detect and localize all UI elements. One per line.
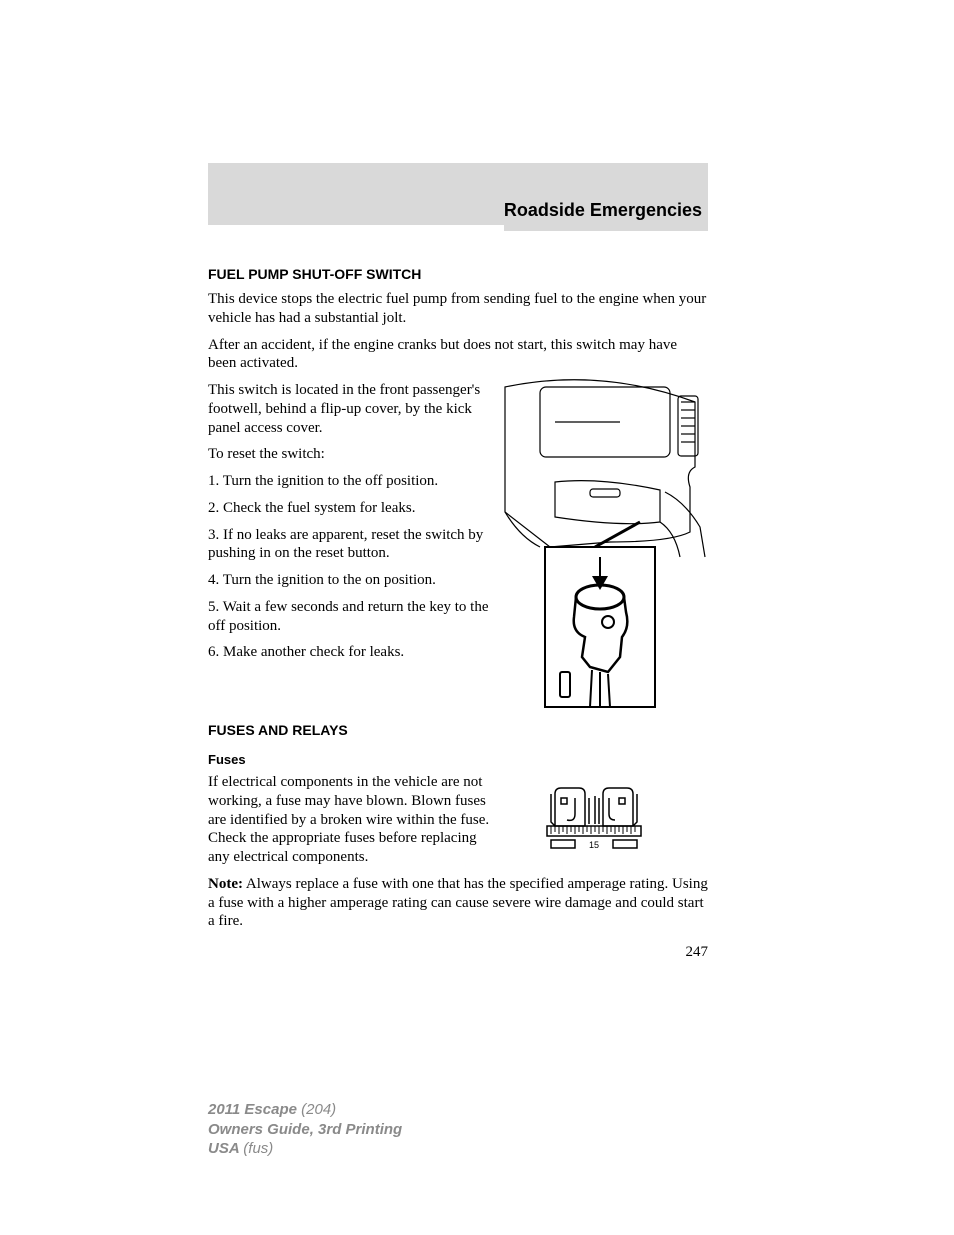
step: 2. Check the fuel system for leaks. <box>208 499 490 518</box>
footer-region-code: (fus) <box>243 1140 273 1157</box>
footer-region: USA <box>208 1140 243 1157</box>
footer-model: 2011 Escape <box>208 1101 301 1118</box>
paragraph: To reset the switch: <box>208 445 490 464</box>
chapter-title: Roadside Emergencies <box>504 196 708 231</box>
dashboard-switch-illustration <box>500 372 710 712</box>
step: 6. Make another check for leaks. <box>208 643 490 662</box>
section-heading-fuel-pump: FUEL PUMP SHUT-OFF SWITCH <box>208 266 708 282</box>
paragraph: This switch is located in the front pass… <box>208 381 490 437</box>
step: 1. Turn the ignition to the off position… <box>208 472 490 491</box>
narrow-text-block: If electrical components in the vehicle … <box>208 773 490 867</box>
paragraph: After an accident, if the engine cranks … <box>208 336 708 374</box>
fuse-illustration: 15 <box>545 784 645 864</box>
note-paragraph: Note: Always replace a fuse with one tha… <box>208 875 708 931</box>
sub-heading-fuses: Fuses <box>208 752 708 767</box>
paragraph: This device stops the electric fuel pump… <box>208 290 708 328</box>
step: 3. If no leaks are apparent, reset the s… <box>208 526 490 564</box>
fuse-amperage-label: 15 <box>589 840 599 850</box>
footer-line-1: 2011 Escape (204) <box>208 1100 402 1120</box>
step: 5. Wait a few seconds and return the key… <box>208 598 490 636</box>
footer-model-code: (204) <box>301 1101 336 1118</box>
note-label: Note: <box>208 876 243 892</box>
footer-line-3: USA (fus) <box>208 1139 402 1159</box>
section-heading-fuses-relays: FUSES AND RELAYS <box>208 722 708 738</box>
footer: 2011 Escape (204) Owners Guide, 3rd Prin… <box>208 1100 402 1159</box>
footer-guide: Owners Guide, 3rd Printing <box>208 1120 402 1140</box>
step: 4. Turn the ignition to the on position. <box>208 571 490 590</box>
note-body: Always replace a fuse with one that has … <box>208 876 708 930</box>
page-number: 247 <box>686 944 709 961</box>
narrow-text-block: This switch is located in the front pass… <box>208 381 490 662</box>
paragraph: If electrical components in the vehicle … <box>208 773 490 867</box>
